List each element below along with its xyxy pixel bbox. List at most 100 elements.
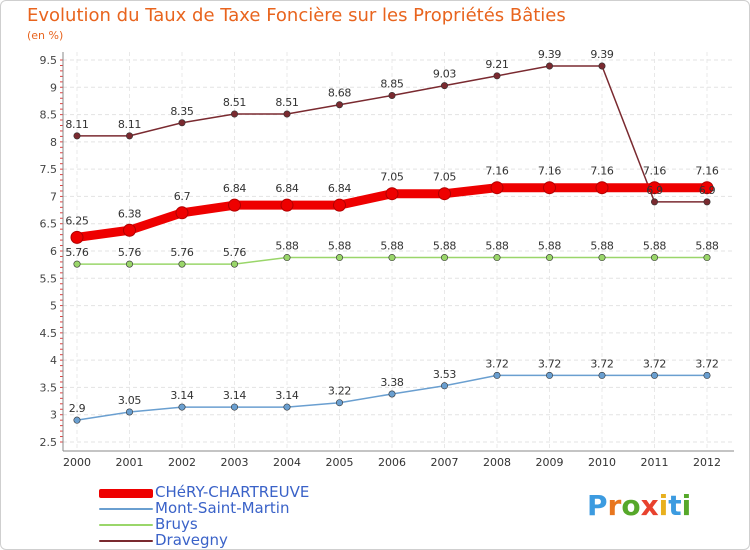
data-label: 3.72	[643, 357, 666, 370]
x-tick-label: 2011	[641, 456, 669, 469]
y-axis-unit-label: (en %)	[27, 29, 64, 42]
data-label: 6.7	[174, 190, 191, 203]
data-point	[126, 260, 134, 268]
data-point	[178, 403, 186, 411]
data-point	[231, 403, 239, 411]
x-tick-label: 2001	[116, 456, 144, 469]
data-point	[700, 181, 714, 195]
data-label: 2.9	[69, 402, 86, 415]
data-label: 8.51	[223, 96, 246, 109]
data-label: 5.88	[590, 240, 614, 253]
data-point	[545, 62, 553, 70]
data-point	[283, 254, 291, 262]
data-point	[440, 82, 448, 90]
data-label: 7.16	[643, 165, 667, 178]
data-label: 3.72	[590, 357, 613, 370]
data-point	[283, 403, 291, 411]
data-label: 6.9	[646, 184, 663, 197]
data-point	[543, 181, 556, 195]
data-label: 3.14	[170, 389, 194, 402]
data-point	[650, 198, 658, 206]
data-point	[231, 110, 239, 118]
data-label: 3.14	[223, 389, 247, 402]
data-label: 6.84	[328, 182, 352, 195]
x-tick-label: 2006	[378, 456, 406, 469]
data-label: 7.05	[380, 171, 404, 184]
legend-swatch	[99, 524, 153, 526]
data-label: 5.88	[328, 240, 352, 253]
legend-label: Mont-Saint-Martin	[155, 499, 290, 517]
legend-label: Dravegny	[155, 531, 228, 549]
data-point	[545, 371, 553, 379]
data-point	[493, 371, 501, 379]
data-point	[650, 371, 658, 379]
data-point	[388, 390, 396, 398]
logo-letter: P	[587, 489, 608, 522]
logo-letter: o	[621, 489, 641, 522]
series-lines	[70, 62, 714, 424]
data-label: 3.53	[433, 368, 457, 381]
data-label: 3.22	[328, 385, 351, 398]
data-point	[126, 132, 134, 140]
data-labels: 6.25 6.38 6.7 6.84 6.84 6.84 7.05 7.05 7.16 7.16 7…	[65, 48, 719, 415]
data-label: 8.85	[380, 77, 404, 90]
y-tick-label: 5	[50, 300, 57, 313]
y-tick-label: 6.5	[40, 218, 58, 231]
legend-swatch	[99, 489, 153, 498]
data-label: 8.51	[275, 96, 298, 109]
data-point	[703, 254, 711, 262]
y-tick-label: 3.5	[40, 381, 58, 394]
data-label: 5.76	[170, 246, 194, 259]
data-label: 8.11	[118, 118, 141, 131]
data-point	[648, 181, 661, 195]
data-point	[335, 254, 343, 262]
x-tick-label: 2005	[326, 456, 354, 469]
data-point	[335, 399, 343, 407]
data-point	[598, 254, 606, 262]
data-point	[280, 198, 294, 212]
series-ch-ry-chartreuve	[70, 181, 714, 244]
data-point	[438, 187, 451, 201]
data-point	[440, 382, 448, 390]
data-label: 7.16	[538, 165, 562, 178]
data-label: 3.72	[485, 357, 508, 370]
data-point	[175, 206, 189, 220]
data-label: 3.38	[380, 376, 404, 389]
data-point	[231, 260, 239, 268]
data-label: 5.76	[118, 246, 142, 259]
y-tick-label: 8	[50, 136, 57, 149]
data-label: 7.16	[485, 165, 509, 178]
data-label: 5.88	[433, 240, 457, 253]
y-tick-label: 5.5	[40, 272, 58, 285]
y-tick-label: 3	[50, 409, 57, 422]
x-tick-label: 2007	[431, 456, 459, 469]
legend-item: Bruys	[99, 515, 359, 533]
data-point	[123, 223, 136, 237]
data-point	[388, 91, 396, 99]
y-tick-label: 4.5	[40, 327, 58, 340]
data-point	[490, 181, 504, 195]
data-point	[73, 416, 81, 424]
data-label: 5.88	[643, 240, 667, 253]
data-label: 3.72	[695, 357, 718, 370]
data-point	[283, 110, 291, 118]
data-point	[493, 72, 501, 80]
data-point	[73, 132, 81, 140]
data-point	[70, 230, 84, 244]
data-point	[650, 254, 658, 262]
data-label: 5.88	[275, 240, 299, 253]
data-label: 5.88	[485, 240, 509, 253]
y-tick-label: 9	[50, 81, 57, 94]
data-label: 7.16	[590, 165, 614, 178]
x-tick-label: 2010	[588, 456, 616, 469]
data-label: 6.84	[275, 182, 299, 195]
data-label: 9.39	[538, 48, 562, 61]
logo-letter: i	[681, 489, 692, 522]
logo-letter: r	[607, 489, 622, 522]
y-tick-label: 8.5	[40, 109, 58, 122]
x-tick-label: 2009	[536, 456, 564, 469]
y-tick-label: 4	[50, 354, 57, 367]
data-label: 3.72	[538, 357, 561, 370]
x-tick-label: 2004	[273, 456, 301, 469]
y-tick-label: 7.5	[40, 163, 58, 176]
